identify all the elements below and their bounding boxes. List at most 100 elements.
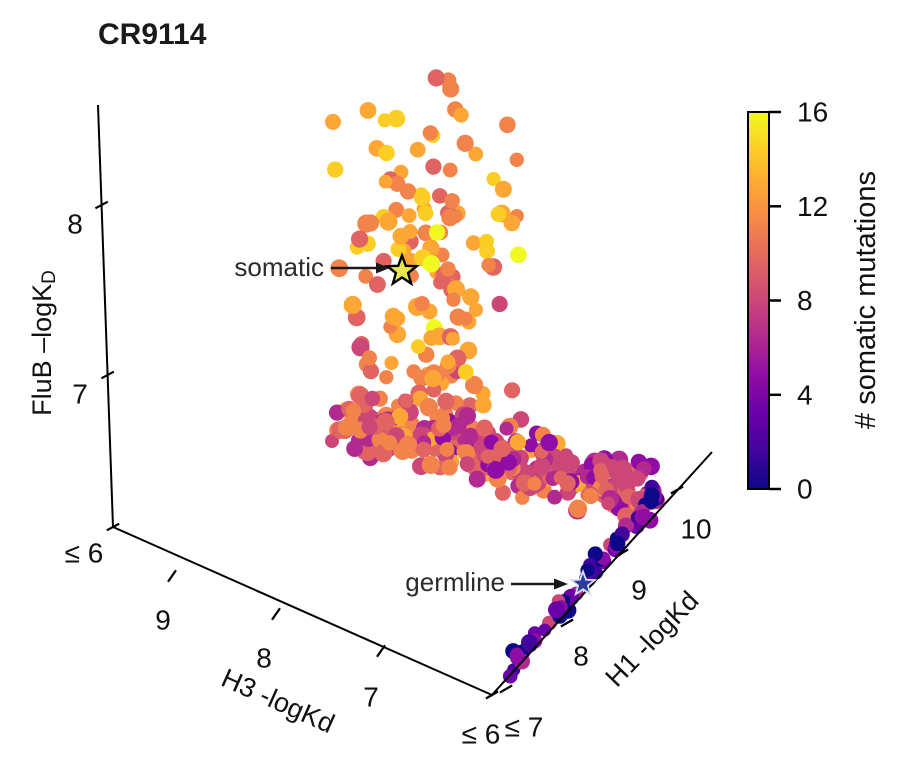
scatter-point: [361, 214, 380, 232]
scatter-point: [568, 499, 588, 518]
scatter-point: [440, 354, 456, 370]
h3-tick-mark: [271, 607, 281, 621]
scatter-point: [384, 307, 402, 325]
scatter-point: [510, 246, 527, 264]
scatter-point: [524, 438, 539, 453]
scatter-point: [593, 463, 608, 478]
h1-axis-label: H1 -logKd: [600, 585, 705, 692]
scatter-point: [457, 364, 474, 380]
plot-title: CR9114: [98, 18, 207, 51]
colorbar: 16 12 8 4 0 # somatic mutations: [747, 97, 882, 505]
scatter-point: [413, 189, 431, 207]
scatter-point: [346, 403, 362, 419]
scatter-point: [439, 442, 455, 457]
colorbar-gradient-bar: [747, 111, 770, 490]
cluster-flub-floor-band: [325, 385, 665, 529]
scatter-point: [629, 470, 646, 487]
scatter-point: [459, 456, 476, 472]
scatter-point: [399, 183, 417, 200]
germline-arrowhead: [554, 578, 568, 590]
scatter-point: [422, 125, 439, 141]
h1-tick-mark: [670, 485, 684, 495]
h1-tick-mark: [615, 548, 629, 558]
h3-tick-mark: [376, 644, 386, 658]
flub-tick-label: 7: [72, 379, 88, 410]
scatter-point: [361, 350, 377, 366]
colorbar-label: # somatic mutations: [850, 171, 882, 429]
scatter-point: [500, 454, 517, 471]
scatter-point: [417, 205, 434, 222]
h1-tick-mark: [560, 618, 574, 628]
scatter-point: [601, 496, 616, 511]
scatter-point: [474, 396, 492, 414]
scatter-point: [456, 134, 474, 152]
scatter-point: [325, 113, 341, 130]
h3-tick-label: 8: [256, 643, 272, 674]
scatter-points-layer: [325, 69, 665, 684]
scatter-point: [499, 116, 516, 134]
scatter-point: [424, 370, 442, 388]
h3-tick-label: 9: [155, 605, 171, 636]
scatter-point: [381, 435, 398, 451]
scatter-point: [587, 546, 603, 562]
h1-tick-label: ≤ 6: [462, 719, 501, 750]
scatter-point: [644, 487, 660, 503]
scatter-point: [509, 434, 526, 451]
scatter-point: [358, 269, 374, 284]
germline-annotation-label: germline: [405, 567, 505, 597]
scatter-point: [480, 449, 495, 464]
scatter-point: [346, 440, 363, 457]
somatic-star-marker: [383, 252, 421, 287]
scatter-point: [547, 489, 562, 505]
h3-tick-label: 7: [363, 682, 379, 713]
scatter-point: [401, 208, 417, 224]
scatter-point: [328, 404, 346, 421]
flub-axis-label-subscript: D: [39, 270, 60, 284]
scatter-point: [428, 224, 446, 241]
flub-axis-line: [97, 104, 114, 528]
scatter-point: [441, 459, 458, 476]
h1-tick-label: 9: [631, 575, 647, 606]
scatter-point: [409, 141, 426, 158]
scatter-point: [440, 261, 456, 277]
scatter-point: [422, 255, 441, 273]
flub-tick-label: 8: [67, 209, 83, 240]
scatter-point: [446, 292, 461, 307]
scatter-point: [481, 257, 496, 273]
scatter-point: [351, 386, 370, 405]
scatter-point: [415, 441, 432, 458]
scatter-point: [493, 439, 511, 458]
scatter-point: [369, 276, 386, 293]
scatter-point: [379, 212, 398, 231]
scatter-point: [468, 146, 484, 162]
scatter-point: [445, 331, 460, 346]
scatter-point: [503, 382, 521, 399]
scatter-point: [421, 399, 437, 415]
scatter-point: [437, 392, 455, 411]
scatter-point: [458, 311, 473, 326]
scatter-point: [509, 152, 524, 167]
germline-star-marker: [568, 568, 598, 597]
scatter-point: [343, 295, 362, 315]
scatter-point: [465, 375, 484, 395]
scatter-point: [521, 636, 538, 653]
colorbar-tick-label: 0: [797, 474, 813, 505]
scatter-point: [432, 188, 448, 204]
scatter-point: [538, 623, 552, 637]
scatter-point: [406, 364, 421, 379]
flub-tick-label: ≤ 6: [65, 538, 104, 569]
scatter-point: [475, 419, 494, 437]
scatter-point: [376, 413, 395, 432]
annotations-layer: somatic germline: [234, 252, 598, 597]
scatter-point: [399, 435, 418, 454]
scatter-point: [325, 434, 339, 448]
flub-tick-mark: [94, 200, 109, 210]
scatter-point: [490, 206, 507, 223]
scatter-point: [462, 288, 480, 306]
scatter-point: [527, 476, 542, 491]
scatter-point: [338, 418, 356, 437]
scatter-point: [465, 235, 482, 251]
scatter-point: [532, 457, 551, 476]
scatter-point: [548, 601, 565, 619]
